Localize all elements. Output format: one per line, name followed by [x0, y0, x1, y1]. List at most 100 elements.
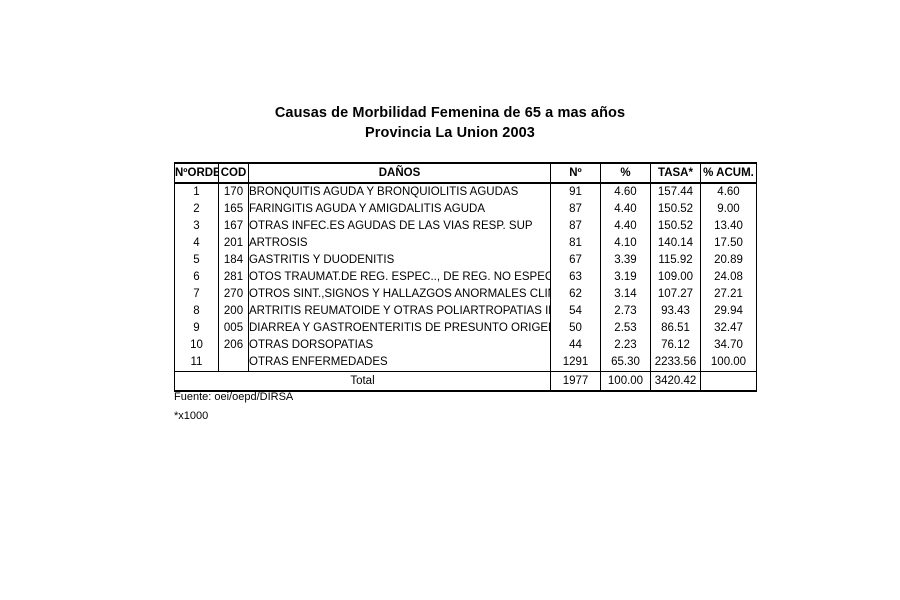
cell-pct: 3.39	[600, 252, 651, 269]
morbidity-table-container: NºORDEN COD DAÑOS Nº % TASA* % ACUM. 1 1…	[174, 162, 757, 392]
cell-pct: 4.40	[600, 218, 651, 235]
cell-cod: 206	[218, 337, 249, 354]
cell-acum: 17.50	[700, 235, 757, 252]
cell-danos: ARTRITIS REUMATOIDE Y OTRAS POLIARTROPAT…	[248, 303, 551, 320]
cell-orden: 1	[174, 183, 219, 201]
table-row: 6 281 OTOS TRAUMAT.DE REG. ESPEC.., DE R…	[174, 269, 757, 286]
cell-orden: 11	[174, 354, 219, 372]
cell-danos: ARTROSIS	[248, 235, 551, 252]
cell-orden: 4	[174, 235, 219, 252]
cell-acum: 27.21	[700, 286, 757, 303]
total-acum	[700, 371, 757, 392]
table-body: 1 170 BRONQUITIS AGUDA Y BRONQUIOLITIS A…	[174, 183, 757, 392]
cell-tasa: 150.52	[650, 201, 701, 218]
cell-n: 1291	[550, 354, 601, 372]
footnote-note: *x1000	[174, 410, 209, 422]
cell-pct: 3.14	[600, 286, 651, 303]
footnotes: Fuente: oei/oepd/DIRSA *x1000	[174, 388, 293, 426]
table-row: 8 200 ARTRITIS REUMATOIDE Y OTRAS POLIAR…	[174, 303, 757, 320]
cell-cod: 184	[218, 252, 249, 269]
cell-n: 87	[550, 218, 601, 235]
cell-cod: 005	[218, 320, 249, 337]
table-row: 10 206 OTRAS DORSOPATIAS 44 2.23 76.12 3…	[174, 337, 757, 354]
cell-tasa: 93.43	[650, 303, 701, 320]
cell-cod: 167	[218, 218, 249, 235]
cell-danos: OTRAS ENFERMEDADES	[248, 354, 551, 372]
footnote-source: Fuente: oei/oepd/DIRSA	[174, 391, 294, 403]
cell-tasa: 2233.56	[650, 354, 701, 372]
table-header-row: NºORDEN COD DAÑOS Nº % TASA* % ACUM.	[174, 162, 757, 184]
table-row: 5 184 GASTRITIS Y DUODENITIS 67 3.39 115…	[174, 252, 757, 269]
cell-danos: OTROS SINT.,SIGNOS Y HALLAZGOS ANORMALES…	[248, 286, 551, 303]
cell-cod: 170	[218, 183, 249, 201]
cell-acum: 24.08	[700, 269, 757, 286]
cell-pct: 3.19	[600, 269, 651, 286]
cell-danos: GASTRITIS Y DUODENITIS	[248, 252, 551, 269]
cell-tasa: 76.12	[650, 337, 701, 354]
table-total-row: Total 1977 100.00 3420.42	[174, 371, 757, 392]
column-header-danos: DAÑOS	[248, 162, 551, 184]
cell-acum: 9.00	[700, 201, 757, 218]
cell-orden: 9	[174, 320, 219, 337]
column-header-cod: COD	[218, 162, 249, 184]
cell-orden: 6	[174, 269, 219, 286]
column-header-acum: % ACUM.	[700, 162, 757, 184]
cell-acum: 20.89	[700, 252, 757, 269]
cell-tasa: 150.52	[650, 218, 701, 235]
column-header-pct: %	[600, 162, 651, 184]
cell-n: 50	[550, 320, 601, 337]
cell-n: 91	[550, 183, 601, 201]
table-row: 3 167 OTRAS INFEC.ES AGUDAS DE LAS VIAS …	[174, 218, 757, 235]
cell-tasa: 157.44	[650, 183, 701, 201]
cell-acum: 4.60	[700, 183, 757, 201]
table-row: 1 170 BRONQUITIS AGUDA Y BRONQUIOLITIS A…	[174, 183, 757, 201]
table-header: NºORDEN COD DAÑOS Nº % TASA* % ACUM.	[174, 162, 757, 184]
cell-cod: 165	[218, 201, 249, 218]
cell-tasa: 109.00	[650, 269, 701, 286]
cell-orden: 10	[174, 337, 219, 354]
column-header-n: Nº	[550, 162, 601, 184]
total-n: 1977	[550, 371, 601, 392]
cell-tasa: 140.14	[650, 235, 701, 252]
table-row: 7 270 OTROS SINT.,SIGNOS Y HALLAZGOS ANO…	[174, 286, 757, 303]
cell-cod: 270	[218, 286, 249, 303]
total-label: Total	[174, 371, 551, 392]
cell-n: 67	[550, 252, 601, 269]
cell-tasa: 115.92	[650, 252, 701, 269]
cell-pct: 2.23	[600, 337, 651, 354]
cell-pct: 4.40	[600, 201, 651, 218]
cell-orden: 8	[174, 303, 219, 320]
cell-orden: 2	[174, 201, 219, 218]
cell-pct: 4.10	[600, 235, 651, 252]
title-line-2: Provincia La Union 2003	[365, 125, 535, 141]
cell-danos: DIARREA Y GASTROENTERITIS DE PRESUNTO OR…	[248, 320, 551, 337]
column-header-tasa: TASA*	[650, 162, 701, 184]
cell-acum: 13.40	[700, 218, 757, 235]
cell-n: 62	[550, 286, 601, 303]
cell-danos: OTOS TRAUMAT.DE REG. ESPEC.., DE REG. NO…	[248, 269, 551, 286]
cell-n: 44	[550, 337, 601, 354]
cell-n: 63	[550, 269, 601, 286]
cell-tasa: 107.27	[650, 286, 701, 303]
page-title: Causas de Morbilidad Femenina de 65 a ma…	[0, 103, 900, 143]
cell-danos: OTRAS INFEC.ES AGUDAS DE LAS VIAS RESP. …	[248, 218, 551, 235]
cell-danos: OTRAS DORSOPATIAS	[248, 337, 551, 354]
cell-n: 54	[550, 303, 601, 320]
cell-orden: 7	[174, 286, 219, 303]
title-line-1: Causas de Morbilidad Femenina de 65 a ma…	[274, 105, 626, 121]
cell-acum: 100.00	[700, 354, 757, 372]
cell-pct: 65.30	[600, 354, 651, 372]
total-tasa: 3420.42	[650, 371, 701, 392]
cell-acum: 32.47	[700, 320, 757, 337]
total-pct: 100.00	[600, 371, 651, 392]
cell-acum: 34.70	[700, 337, 757, 354]
cell-orden: 3	[174, 218, 219, 235]
cell-cod: 281	[218, 269, 249, 286]
cell-danos: FARINGITIS AGUDA Y AMIGDALITIS AGUDA	[248, 201, 551, 218]
cell-n: 81	[550, 235, 601, 252]
cell-cod: 200	[218, 303, 249, 320]
table-row: 11 OTRAS ENFERMEDADES 1291 65.30 2233.56…	[174, 354, 757, 372]
cell-pct: 2.73	[600, 303, 651, 320]
table-row: 9 005 DIARREA Y GASTROENTERITIS DE PRESU…	[174, 320, 757, 337]
cell-danos: BRONQUITIS AGUDA Y BRONQUIOLITIS AGUDAS	[248, 183, 551, 201]
